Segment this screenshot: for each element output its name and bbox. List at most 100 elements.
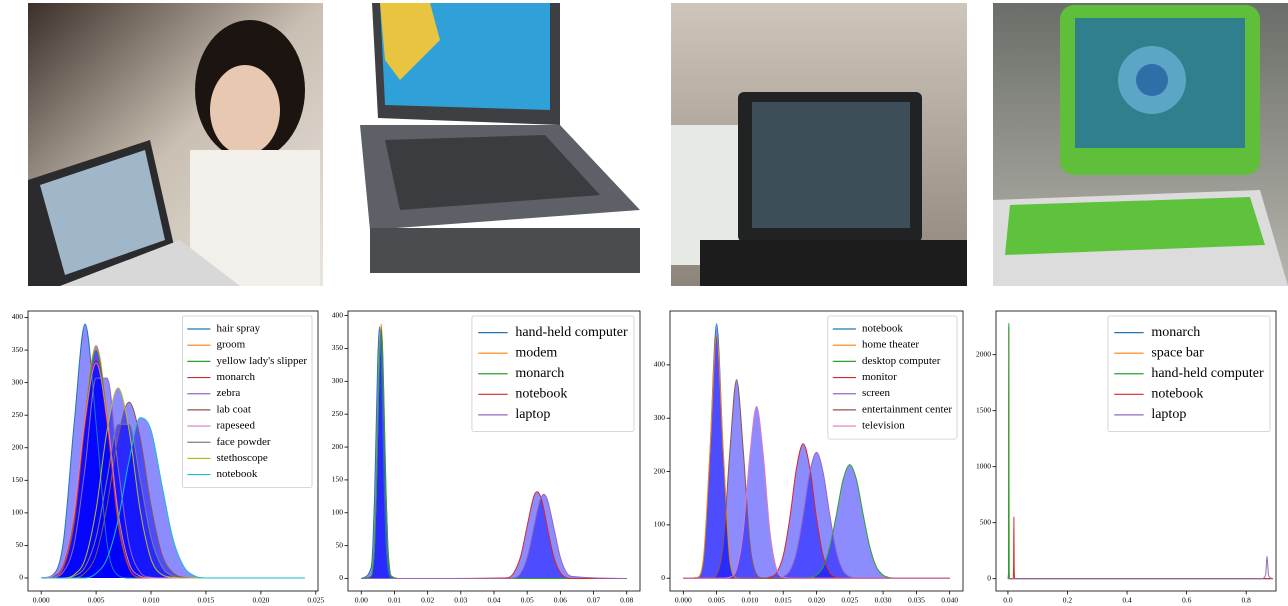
line	[683, 405, 950, 579]
x-tick-label: 0.00	[355, 596, 368, 605]
line	[361, 491, 627, 580]
legend-label: stethoscope	[216, 452, 267, 464]
area	[683, 443, 950, 579]
legend-label: notebook	[216, 468, 257, 480]
x-tick-label: 0.06	[554, 596, 567, 605]
legend-label: rapeseed	[216, 420, 255, 432]
legend-label: zebra	[216, 387, 240, 399]
chart: 0.000 0.005 0.010 0.015 0.020 0.025 0.030 0.035…	[654, 310, 964, 605]
x-tick-label: 0.02	[421, 596, 434, 605]
x-tick-label: 0.2	[1063, 596, 1073, 605]
y-tick-label: 350	[332, 343, 344, 352]
y-tick-label: 500	[980, 517, 992, 526]
x-tick-label: 0.020	[808, 596, 825, 605]
area	[41, 363, 305, 578]
legend-label: monitor	[862, 371, 897, 383]
y-tick-label: 100	[12, 508, 24, 517]
legend-label: monarch	[515, 366, 564, 381]
x-tick-label: 0.08	[620, 596, 633, 605]
photo-green-laptop	[993, 3, 1288, 286]
x-tick-label: 0.040	[941, 596, 958, 605]
x-tick-label: 0.015	[775, 596, 792, 605]
plot-frame	[995, 310, 1277, 592]
line	[361, 493, 627, 580]
area	[683, 379, 950, 579]
y-tick-label: 50	[336, 540, 344, 549]
area	[683, 335, 950, 579]
y-tick-label: 0	[339, 573, 343, 582]
legend-label: notebook	[862, 323, 903, 335]
legend-frame	[181, 315, 313, 489]
y-tick-label: 200	[12, 442, 24, 451]
legend-label: hand-held computer	[515, 325, 628, 340]
area	[361, 494, 627, 579]
legend-label: monarch	[1151, 325, 1200, 340]
x-tick-label: 0.025	[841, 596, 858, 605]
legend-frame	[1107, 315, 1271, 432]
line	[41, 417, 305, 579]
legend-label: screen	[862, 387, 891, 399]
y-tick-label: 200	[654, 466, 666, 475]
legend-label: lab coat	[216, 403, 251, 415]
y-tick-label: 400	[332, 310, 344, 319]
x-tick-label: 0.8	[1242, 596, 1252, 605]
y-tick-label: 300	[12, 377, 24, 386]
x-tick-label: 0.0	[1003, 596, 1013, 605]
y-tick-label: 200	[332, 442, 344, 451]
y-tick-label: 400	[654, 360, 666, 369]
x-tick-label: 0.025	[307, 596, 324, 605]
y-tick-label: 100	[654, 520, 666, 529]
line	[41, 387, 305, 579]
x-tick-label: 0.015	[198, 596, 215, 605]
legend-label: hair spray	[216, 323, 260, 335]
x-tick-label: 0.05	[521, 596, 534, 605]
legend-label: home theater	[862, 339, 919, 351]
legend-label: face powder	[216, 436, 270, 448]
legend-label: desktop computer	[862, 355, 941, 367]
legend-label: monarch	[216, 371, 255, 383]
area	[41, 345, 305, 578]
y-tick-label: 250	[12, 410, 24, 419]
legend-label: groom	[216, 339, 245, 351]
line	[1007, 555, 1274, 580]
legend: hair spray groom yellow lady's slipper mona…	[181, 315, 313, 489]
x-tick-label: 0.030	[875, 596, 892, 605]
x-tick-label: 0.01	[388, 596, 401, 605]
y-tick-label: 400	[12, 312, 24, 321]
legend-label: entertainment center	[862, 403, 952, 415]
y-tick-label: 350	[12, 345, 24, 354]
area	[41, 424, 305, 578]
legend-frame	[827, 315, 958, 440]
legend-label: yellow lady's slipper	[216, 355, 307, 367]
chart: 0.000 0.005 0.010 0.015 0.020 0.025 0 50 100 150 2…	[12, 310, 324, 605]
y-tick-label: 0	[19, 573, 23, 582]
x-tick-label: 0.005	[88, 596, 105, 605]
x-tick-label: 0.03	[454, 596, 467, 605]
y-tick-label: 300	[654, 413, 666, 422]
legend-label: television	[862, 420, 905, 432]
legend-label: laptop	[515, 407, 550, 422]
y-tick-label: 300	[332, 376, 344, 385]
area	[41, 387, 305, 578]
legend-label: laptop	[1151, 407, 1186, 422]
plot-frame	[27, 310, 319, 592]
y-tick-label: 50	[16, 540, 24, 549]
x-tick-label: 0.005	[708, 596, 725, 605]
photo-rugged-laptop	[349, 3, 645, 286]
x-tick-label: 0.4	[1122, 596, 1132, 605]
x-tick-label: 0.010	[143, 596, 160, 605]
area	[41, 350, 305, 578]
y-tick-label: 0	[987, 573, 991, 582]
x-tick-label: 0.07	[587, 596, 600, 605]
legend: notebook home theater desktop computer moni…	[827, 315, 958, 440]
area	[41, 359, 305, 578]
area	[683, 323, 950, 579]
photo-windows-laptop	[671, 3, 967, 286]
legend: hand-held computer modem monarch notebook la…	[471, 315, 635, 432]
chart: 0.0 0.2 0.4 0.6 0.8 0 500 1000 1500 2000 monarch sp…	[976, 310, 1277, 605]
y-tick-label: 100	[332, 508, 344, 517]
x-tick-label: 0.035	[908, 596, 925, 605]
y-tick-label: 250	[332, 409, 344, 418]
